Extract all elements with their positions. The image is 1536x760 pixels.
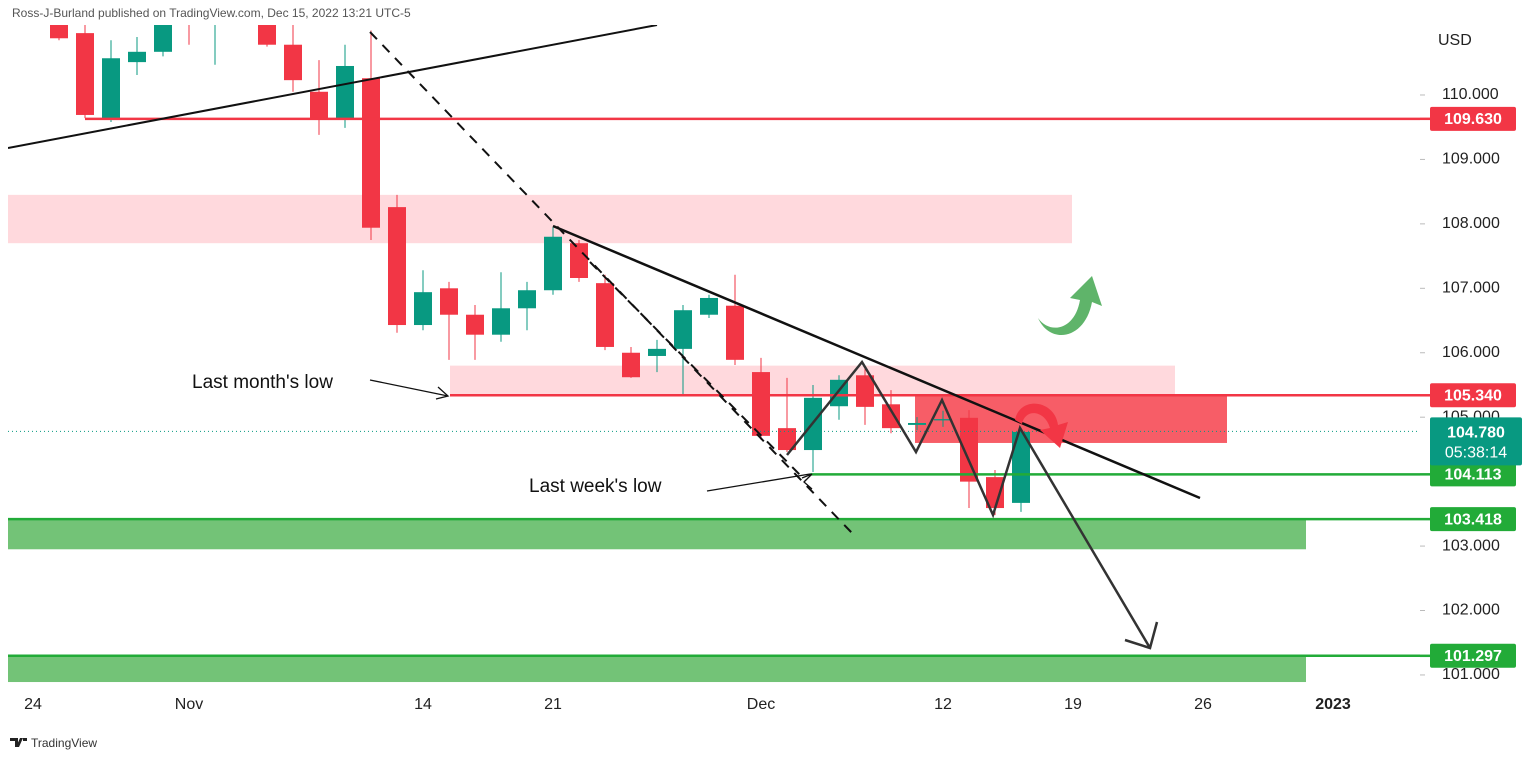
price-label-box: [1430, 462, 1516, 487]
zone: [8, 655, 1306, 683]
y-tick-label: 102.000: [1442, 602, 1500, 619]
brand-logo: TradingView: [10, 736, 97, 750]
candle-body: [596, 283, 614, 347]
candle-body: [284, 44, 302, 81]
x-tick-label: Dec: [747, 696, 775, 713]
dashed-trend-line: [589, 261, 806, 481]
annotation: Last month's low: [192, 372, 333, 393]
candle-body: [102, 58, 120, 119]
resistance-line: [552, 224, 1201, 500]
candle-body: [310, 91, 328, 119]
y-tick-label: 107.000: [1442, 280, 1500, 297]
candle-body: [50, 25, 68, 39]
candle-body: [622, 352, 640, 378]
x-tick-label: 24: [24, 696, 42, 713]
currency-label: USD: [1438, 32, 1472, 49]
candle-body: [986, 477, 1004, 509]
down-arrow-icon: [1015, 403, 1068, 448]
price-label: 103.418: [1444, 511, 1502, 528]
y-tick-label: 103.000: [1442, 537, 1500, 554]
y-tick-label: 101.000: [1442, 666, 1500, 683]
candle-body: [570, 243, 588, 278]
price-label-box: [1430, 106, 1516, 131]
price-label: 105.340: [1444, 387, 1502, 404]
price-label: 104.113: [1445, 467, 1502, 484]
pointer-arrow: [369, 379, 449, 397]
pointer-arrow: [706, 473, 811, 492]
candle-body: [128, 51, 146, 63]
x-tick-label: 19: [1064, 696, 1082, 713]
candle-body: [154, 25, 172, 52]
price-label: 101.297: [1444, 648, 1502, 665]
price-label: 109.630: [1444, 111, 1502, 128]
candle-body: [388, 207, 406, 326]
up-arrow-icon: [1038, 276, 1102, 336]
brand-name: TradingView: [31, 736, 97, 750]
y-tick-label: 109.000: [1442, 151, 1500, 168]
x-tick-label: 21: [544, 696, 562, 713]
arrow-head: [1124, 621, 1159, 650]
countdown-label: 05:38:14: [1445, 445, 1507, 462]
candle-body: [414, 292, 432, 326]
zigzag-projection: [786, 359, 1152, 649]
publisher-header: Ross-J-Burland published on TradingView.…: [12, 6, 411, 20]
x-tick-label: 2023: [1315, 696, 1351, 713]
candle-body: [700, 297, 718, 315]
plot-area: [8, 25, 1420, 683]
y-tick-label: 106.000: [1442, 344, 1500, 361]
candle-body: [518, 290, 536, 309]
arrow-head: [435, 386, 450, 400]
candle-body: [882, 404, 900, 429]
candle-body: [726, 305, 744, 360]
y-tick-label: 110.000: [1442, 86, 1499, 103]
last-price-label: 104.780: [1447, 425, 1505, 442]
drawings: [8, 25, 1201, 650]
x-tick-label: 26: [1194, 696, 1212, 713]
last-price-box: [1430, 417, 1522, 466]
zone: [8, 519, 1306, 550]
candle-body: [492, 308, 510, 335]
candle-body: [856, 375, 874, 407]
candle-body: [466, 314, 484, 335]
candle-body: [544, 236, 562, 291]
x-tick-label: 14: [414, 696, 432, 713]
arrow-head: [801, 473, 813, 490]
zone: [8, 194, 1072, 244]
y-tick-label: 108.000: [1442, 215, 1500, 232]
candle-body: [752, 372, 770, 436]
candle-body: [778, 428, 796, 451]
candle-body: [440, 288, 458, 315]
candle-body: [76, 33, 94, 115]
candle-body: [934, 419, 952, 421]
candle-body: [674, 310, 692, 349]
candle-body: [960, 417, 978, 482]
candle-body: [1012, 432, 1030, 503]
price-label-box: [1430, 507, 1516, 532]
logo-icon: [10, 738, 27, 747]
price-label-box: [1430, 383, 1516, 408]
x-tick-label: Nov: [175, 696, 203, 713]
trend-line: [8, 25, 658, 149]
x-tick-label: 12: [934, 696, 952, 713]
candle-body: [362, 78, 380, 228]
annotation: Last week's low: [529, 476, 662, 497]
candle-body: [908, 422, 926, 425]
dashed-trend-line: [369, 31, 853, 534]
candle-body: [336, 65, 354, 119]
price-label-box: [1430, 643, 1516, 668]
candle-body: [648, 348, 666, 356]
candle-body: [258, 25, 276, 45]
